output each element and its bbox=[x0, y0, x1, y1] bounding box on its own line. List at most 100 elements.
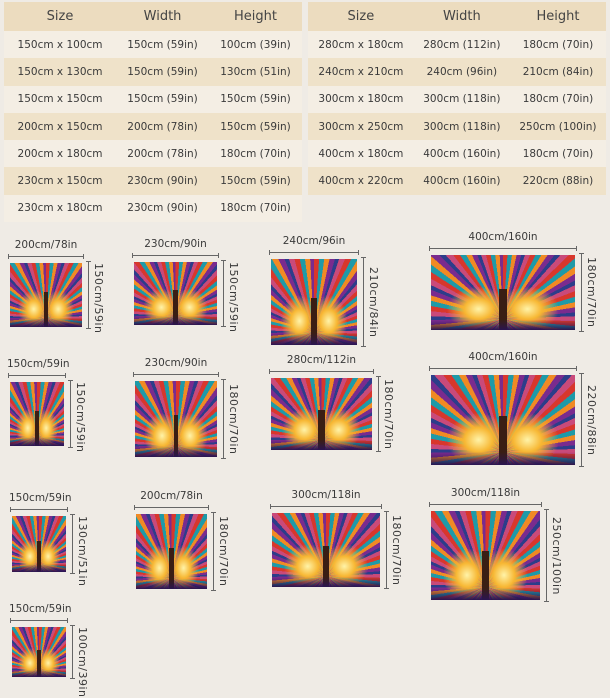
tree-of-life-artwork bbox=[135, 381, 217, 457]
width-dimension-line bbox=[8, 373, 66, 378]
height-dimension-line bbox=[384, 511, 389, 589]
height-cell: 250cm (100in) bbox=[509, 112, 606, 141]
size-preview: 300cm/118in 180cm/70in bbox=[270, 489, 403, 589]
width-dimension-line bbox=[429, 502, 542, 507]
size-preview: 230cm/90in 150cm/59in bbox=[132, 238, 240, 333]
tree-of-life-artwork bbox=[431, 255, 575, 330]
width-cell: 400cm (160in) bbox=[413, 167, 510, 195]
width-cell: 200cm (78in) bbox=[116, 140, 210, 168]
height-cell: 100cm (39in) bbox=[209, 31, 302, 59]
size-cell: 400cm x 180cm bbox=[308, 140, 414, 168]
tree-of-life-artwork bbox=[12, 627, 66, 677]
size-cell: 230cm x 150cm bbox=[4, 167, 117, 195]
width-cell: 230cm (90in) bbox=[116, 194, 210, 223]
height-dimension-line bbox=[376, 376, 381, 452]
width-cell: 300cm (118in) bbox=[413, 112, 510, 141]
tree-of-life-artwork bbox=[134, 262, 217, 325]
height-label: 150cm/59in bbox=[92, 263, 105, 334]
width-cell: 150cm (59in) bbox=[116, 31, 210, 59]
size-preview: 200cm/78in 180cm/70in bbox=[134, 490, 230, 591]
table-row: 300cm x 250cm 300cm (118in) 250cm (100in) bbox=[308, 112, 606, 141]
size-cell: 240cm x 210cm bbox=[308, 58, 414, 86]
size-preview: 230cm/90in 180cm/70in bbox=[133, 357, 240, 459]
size-cell: 300cm x 250cm bbox=[308, 112, 414, 141]
height-label: 100cm/39in bbox=[76, 627, 89, 698]
width-label: 400cm/160in bbox=[468, 351, 538, 363]
width-cell: 240cm (96in) bbox=[413, 58, 510, 86]
width-label: 400cm/160in bbox=[468, 231, 538, 243]
table-row: 300cm x 180cm 300cm (118in) 180cm (70in) bbox=[308, 85, 606, 113]
size-preview: 400cm/160in 220cm/88in bbox=[429, 351, 598, 467]
tree-of-life-artwork bbox=[12, 516, 66, 572]
table-row: 150cm x 150cm 150cm (59in) 150cm (59in) bbox=[4, 85, 302, 113]
table-row: 230cm x 180cm 230cm (90in) 180cm (70in) bbox=[4, 194, 302, 223]
height-label: 180cm/70in bbox=[585, 257, 598, 328]
width-dimension-line bbox=[134, 505, 209, 510]
height-dimension-line bbox=[68, 380, 73, 448]
size-cell: 230cm x 180cm bbox=[4, 194, 117, 223]
height-dimension-line bbox=[211, 512, 216, 591]
height-dimension-line bbox=[544, 509, 549, 602]
height-label: 180cm/70in bbox=[227, 383, 240, 455]
height-cell: 220cm (88in) bbox=[509, 167, 606, 195]
table-row: 150cm x 130cm 150cm (59in) 130cm (51in) bbox=[4, 58, 302, 86]
height-dimension-line bbox=[579, 373, 584, 467]
width-cell: 280cm (112in) bbox=[413, 31, 510, 59]
header-height: Height bbox=[209, 2, 302, 31]
size-cell: 150cm x 100cm bbox=[4, 31, 117, 59]
header-size: Size bbox=[308, 2, 414, 31]
size-cell: 400cm x 220cm bbox=[308, 167, 414, 195]
table-row: 400cm x 180cm 400cm (160in) 180cm (70in) bbox=[308, 140, 606, 168]
height-cell: 150cm (59in) bbox=[209, 85, 302, 113]
header-width: Width bbox=[413, 2, 510, 31]
height-dimension-line bbox=[221, 379, 226, 459]
height-cell: 180cm (70in) bbox=[509, 31, 606, 59]
width-dimension-line bbox=[270, 504, 382, 509]
height-cell: 180cm (70in) bbox=[209, 140, 302, 168]
width-cell: 300cm (118in) bbox=[413, 85, 510, 113]
height-label: 210cm/84in bbox=[367, 266, 380, 338]
width-label: 230cm/90in bbox=[144, 238, 207, 250]
width-dimension-line bbox=[10, 618, 68, 623]
size-table-right: Size Width Height 280cm x 180cm 280cm (11… bbox=[308, 2, 606, 195]
height-dimension-line bbox=[579, 253, 584, 332]
size-preview: 400cm/160in 180cm/70in bbox=[429, 231, 598, 332]
height-label: 150cm/59in bbox=[74, 382, 87, 453]
width-dimension-line bbox=[133, 372, 219, 377]
width-cell: 150cm (59in) bbox=[116, 85, 210, 113]
width-label: 300cm/118in bbox=[291, 489, 361, 501]
tree-of-life-artwork bbox=[271, 259, 357, 345]
tree-of-life-artwork bbox=[10, 382, 64, 446]
height-cell: 210cm (84in) bbox=[509, 58, 606, 86]
tree-of-life-artwork bbox=[10, 263, 82, 327]
height-label: 150cm/59in bbox=[227, 262, 240, 333]
height-label: 250cm/100in bbox=[550, 516, 563, 595]
table-row: 400cm x 220cm 400cm (160in) 220cm (88in) bbox=[308, 167, 606, 195]
size-preview: 150cm/59in 130cm/51in bbox=[9, 492, 89, 587]
size-preview: 300cm/118in 250cm/100in bbox=[429, 487, 563, 602]
width-dimension-line bbox=[269, 250, 359, 255]
size-preview: 200cm/78in 150cm/59in bbox=[8, 239, 105, 334]
height-dimension-line bbox=[86, 261, 91, 329]
size-cell: 200cm x 150cm bbox=[4, 112, 117, 141]
width-label: 240cm/96in bbox=[282, 235, 346, 247]
tree-of-life-artwork bbox=[431, 375, 575, 465]
height-cell: 150cm (59in) bbox=[209, 167, 302, 195]
table-row: 200cm x 150cm 200cm (78in) 150cm (59in) bbox=[4, 112, 302, 141]
table-row: 150cm x 100cm 150cm (59in) 100cm (39in) bbox=[4, 31, 302, 59]
width-label: 150cm/59in bbox=[7, 358, 70, 370]
width-cell: 200cm (78in) bbox=[116, 112, 210, 141]
table-row: 200cm x 180cm 200cm (78in) 180cm (70in) bbox=[4, 140, 302, 168]
width-dimension-line bbox=[269, 369, 374, 374]
size-cell: 150cm x 150cm bbox=[4, 85, 117, 113]
height-label: 180cm/70in bbox=[217, 516, 230, 587]
width-label: 200cm/78in bbox=[14, 239, 78, 251]
width-label: 150cm/59in bbox=[9, 492, 72, 504]
height-cell: 130cm (51in) bbox=[209, 58, 302, 86]
size-cell: 200cm x 180cm bbox=[4, 140, 117, 168]
size-preview: 240cm/96in 210cm/84in bbox=[269, 235, 380, 347]
width-dimension-line bbox=[429, 246, 577, 251]
width-label: 200cm/78in bbox=[140, 490, 203, 502]
width-label: 280cm/112in bbox=[286, 354, 357, 366]
size-cell: 300cm x 180cm bbox=[308, 85, 414, 113]
